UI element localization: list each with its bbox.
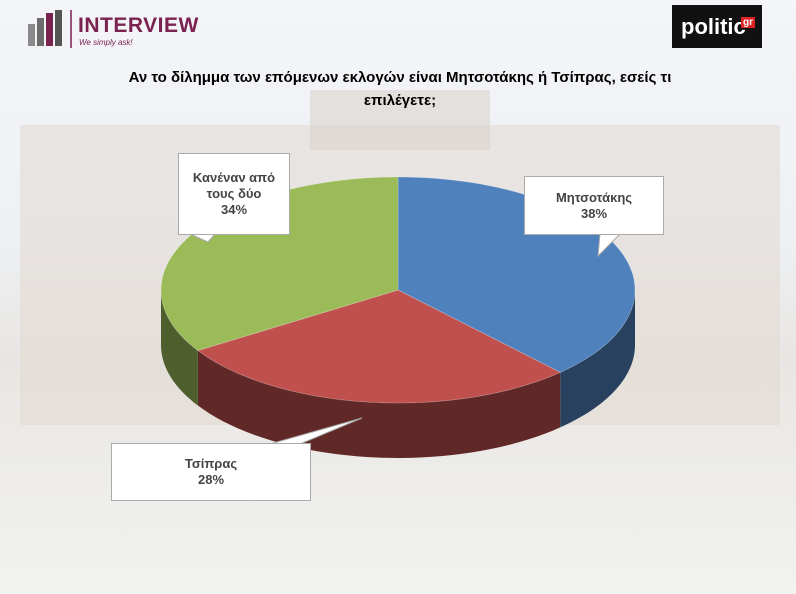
brand: INTERVIEW	[78, 14, 199, 37]
background-pediment	[310, 90, 490, 150]
category-label: Τσίπρας	[184, 456, 238, 471]
value-label: 28%	[197, 472, 225, 487]
slice-side	[161, 290, 198, 406]
partner-suffix: gr	[741, 17, 755, 28]
category-label: Μητσοτάκης	[555, 189, 633, 205]
chart-title: Αν το δίλημμα των επόμενων εκλογών είναι…	[128, 69, 672, 109]
callout: Μητσοτάκης 38%	[524, 176, 664, 235]
partner-name: politic	[681, 14, 746, 39]
slice	[197, 289, 562, 404]
callout: Τσίπρας 28%	[111, 443, 311, 501]
slice-side	[560, 290, 635, 428]
slice-side	[197, 350, 561, 458]
value-label: 38%	[580, 205, 608, 221]
pie	[160, 176, 636, 458]
category-label: Κανέναν από τους δύο	[192, 170, 276, 201]
callout: Κανέναν από τους δύο 34%	[178, 153, 290, 235]
partner-logo: politic gr	[672, 5, 762, 48]
tagline: We simply ask!	[79, 38, 133, 47]
logo-icon	[28, 10, 72, 48]
value-label: 34%	[220, 202, 248, 217]
